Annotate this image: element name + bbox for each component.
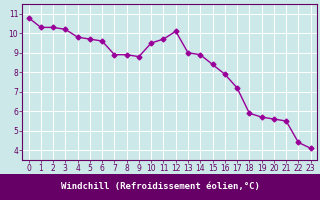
Text: Windchill (Refroidissement éolien,°C): Windchill (Refroidissement éolien,°C) bbox=[60, 182, 260, 192]
